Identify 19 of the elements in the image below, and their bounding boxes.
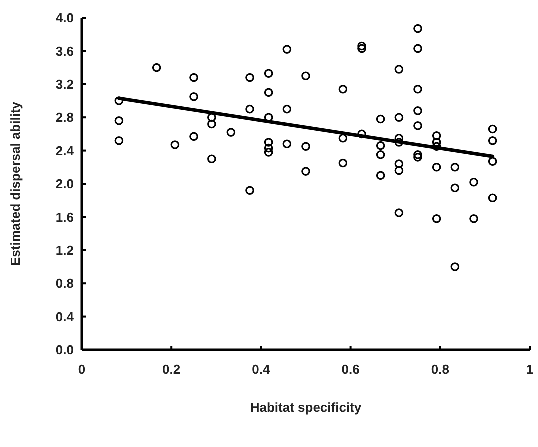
x-tick-label: 0: [78, 362, 86, 377]
x-tick-label: 0.2: [162, 362, 181, 377]
x-tick-label: 0.4: [252, 362, 272, 377]
x-tick-label: 1: [526, 362, 534, 377]
y-tick-label: 2.8: [56, 110, 74, 126]
y-tick-label: 1.2: [56, 242, 74, 258]
y-axis-title: Estimated dispersal ability: [8, 101, 23, 266]
y-tick-label: 0.0: [56, 342, 74, 358]
y-tick-label: 1.6: [56, 210, 74, 225]
x-tick-label: 0.8: [431, 362, 450, 377]
y-tick-label: 2.0: [56, 176, 74, 192]
y-tick-label: 2.4: [56, 143, 75, 158]
y-tick-label: 0.8: [56, 276, 74, 292]
x-tick-label: 0.6: [342, 362, 360, 377]
y-tick-label: 3.2: [56, 76, 74, 92]
y-tick-label: 3.6: [56, 44, 74, 59]
y-tick-label: 0.4: [56, 309, 75, 324]
y-tick-label: 4.0: [56, 10, 74, 26]
x-axis-title: Habitat specificity: [250, 400, 362, 415]
